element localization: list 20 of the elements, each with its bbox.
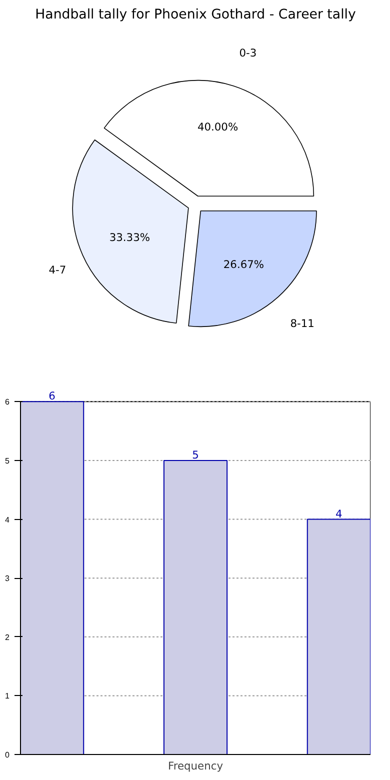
bar — [163, 460, 228, 754]
y-tick-label: 4 — [5, 515, 10, 524]
y-tick-label: 3 — [5, 574, 10, 584]
y-tick-label: 5 — [5, 456, 10, 466]
data-label: 26.67% — [223, 258, 264, 272]
data-label: 6 — [48, 390, 56, 403]
data-label: 4 — [336, 507, 343, 520]
slice-label: 4-7 — [48, 263, 66, 276]
data-label: 40.00% — [197, 120, 238, 134]
data-label: 33.33% — [109, 230, 150, 244]
bar — [306, 518, 370, 754]
data-label: 5 — [192, 448, 199, 462]
y-tick-label: 0 — [5, 750, 10, 760]
y-tick-label: 1 — [5, 692, 10, 701]
slice-label: 0-3 — [239, 46, 257, 60]
x-axis-title: Frequency — [168, 760, 224, 772]
y-tick-label: 6 — [5, 398, 10, 407]
chart-title: Handball tally for Phoenix Gothard - Career tally — [35, 8, 356, 22]
slice-label: 8-11 — [290, 316, 314, 330]
y-tick-label: 2 — [5, 632, 10, 642]
